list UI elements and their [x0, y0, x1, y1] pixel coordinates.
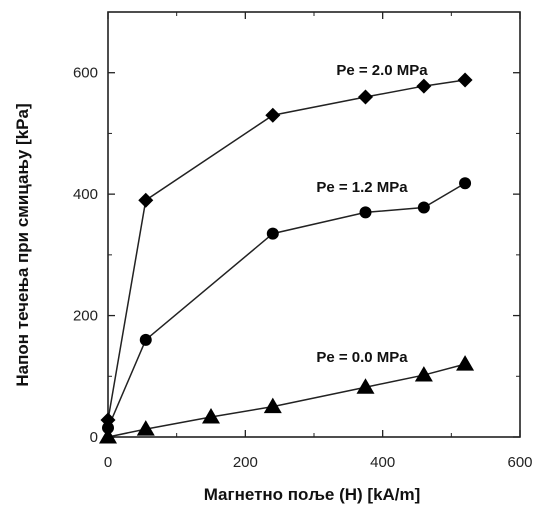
data-point-circle: [417, 201, 430, 214]
series-label: Pe = 2.0 MPa: [336, 62, 428, 79]
data-point-triangle: [202, 407, 220, 424]
data-point-triangle: [99, 428, 117, 444]
data-point-triangle: [456, 355, 475, 371]
series-line: [107, 363, 466, 438]
series-line: [107, 79, 466, 421]
data-point-triangle: [263, 397, 282, 414]
y-tick-label: 200: [73, 308, 98, 325]
data-point-diamond: [265, 107, 281, 123]
x-tick-label: 0: [104, 454, 112, 471]
data-point-triangle: [136, 420, 155, 436]
data-point-circle: [359, 206, 372, 219]
y-tick-label: 600: [73, 65, 98, 82]
y-axis-title: Напон течења при смицању [kPa]: [13, 103, 32, 386]
x-tick-label: 400: [370, 454, 395, 471]
data-point-diamond: [358, 89, 373, 105]
data-point-circle: [266, 227, 279, 240]
data-point-circle: [459, 177, 472, 190]
series-labels: Pe = 2.0 MPa Pe = 1.2 MPa Pe = 0.0 MPa: [316, 62, 428, 366]
data-point-triangle: [356, 378, 375, 394]
data-point-diamond: [138, 192, 154, 208]
y-tick-label: 0: [90, 429, 98, 446]
series-line: [107, 182, 466, 429]
series-lines: [107, 79, 466, 438]
data-point-triangle: [414, 366, 433, 382]
x-tick-label: 200: [233, 454, 258, 471]
data-point-circle: [139, 333, 152, 346]
data-point-circle: [102, 421, 114, 434]
data-point-diamond: [457, 72, 473, 88]
ticks: 0 200 400 600 0 200 400 600: [73, 12, 533, 471]
x-tick-label: 600: [507, 454, 532, 471]
x-axis-title: Магнетно поље (H) [kA/m]: [204, 485, 421, 504]
series-label: Pe = 0.0 MPa: [316, 349, 408, 366]
data-point-diamond: [416, 78, 432, 94]
series-label: Pe = 1.2 MPa: [316, 179, 408, 196]
series-markers: [99, 72, 475, 444]
y-tick-label: 400: [73, 186, 98, 203]
